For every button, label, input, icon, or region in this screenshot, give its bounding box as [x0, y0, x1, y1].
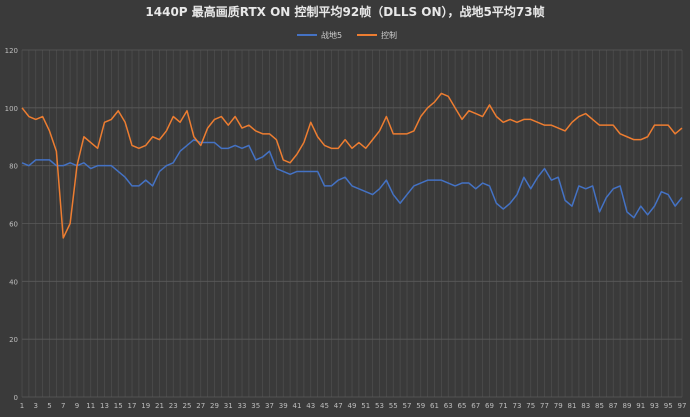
- x-tick-label: 33: [238, 402, 247, 410]
- chart-title: 1440P 最高画质RTX ON 控制平均92帧（DLLS ON），战地5平均7…: [145, 4, 544, 19]
- x-tick-label: 11: [86, 402, 95, 410]
- x-tick-label: 39: [279, 402, 288, 410]
- x-tick-label: 21: [155, 402, 164, 410]
- series-line-战地5: [21, 138, 683, 219]
- x-tick-label: 19: [141, 402, 150, 410]
- x-tick-label: 1: [20, 402, 24, 410]
- legend: 战地5 控制: [297, 30, 397, 40]
- x-tick-label: 29: [210, 402, 219, 410]
- y-tick-label: 80: [9, 163, 18, 171]
- x-tick-label: 65: [458, 402, 467, 410]
- x-tick-label: 23: [169, 402, 178, 410]
- x-tick-label: 49: [348, 402, 357, 410]
- legend-item: 控制: [357, 30, 397, 40]
- x-tick-label: 73: [513, 402, 522, 410]
- x-tick-label: 83: [581, 402, 590, 410]
- x-tick-label: 71: [499, 402, 508, 410]
- x-tick-label: 59: [416, 402, 425, 410]
- x-tick-label: 27: [196, 402, 205, 410]
- x-tick-label: 45: [320, 402, 329, 410]
- x-tick-label: 67: [471, 402, 480, 410]
- x-tick-label: 47: [334, 402, 343, 410]
- x-tick-label: 85: [595, 402, 604, 410]
- x-tick-label: 95: [664, 402, 673, 410]
- x-tick-label: 31: [224, 402, 233, 410]
- x-tick-label: 63: [444, 402, 453, 410]
- grid: [21, 49, 683, 398]
- x-tick-label: 79: [554, 402, 563, 410]
- legend-label: 战地5: [321, 30, 342, 40]
- y-axis: 0 20 40 60 80 100 120: [5, 47, 18, 402]
- y-tick-label: 0: [14, 394, 18, 402]
- x-tick-label: 69: [485, 402, 494, 410]
- x-tick-label: 97: [678, 402, 687, 410]
- x-tick-label: 57: [403, 402, 412, 410]
- y-tick-label: 40: [9, 278, 18, 286]
- y-tick-label: 120: [5, 47, 18, 55]
- x-tick-label: 87: [609, 402, 618, 410]
- x-tick-label: 89: [623, 402, 632, 410]
- series-line-控制: [21, 92, 683, 239]
- x-tick-label: 41: [293, 402, 302, 410]
- x-tick-label: 5: [47, 402, 51, 410]
- series-group: [21, 92, 683, 239]
- x-tick-label: 43: [306, 402, 315, 410]
- x-tick-label: 81: [568, 402, 577, 410]
- x-tick-label: 13: [100, 402, 109, 410]
- x-tick-label: 7: [61, 402, 65, 410]
- x-tick-label: 15: [114, 402, 123, 410]
- x-tick-label: 61: [430, 402, 439, 410]
- legend-label: 控制: [381, 30, 397, 40]
- x-tick-label: 91: [636, 402, 645, 410]
- x-tick-label: 77: [540, 402, 549, 410]
- x-tick-label: 37: [265, 402, 274, 410]
- x-tick-label: 55: [389, 402, 398, 410]
- x-tick-label: 51: [361, 402, 370, 410]
- x-tick-label: 9: [75, 402, 79, 410]
- x-tick-label: 93: [650, 402, 659, 410]
- y-tick-label: 100: [5, 105, 18, 113]
- x-tick-label: 25: [183, 402, 192, 410]
- legend-item: 战地5: [297, 30, 342, 40]
- x-tick-label: 17: [128, 402, 137, 410]
- x-tick-label: 3: [34, 402, 38, 410]
- x-axis: 1 3 5 7 9 11 13 15 17 19 21 23 25 27 29 31 33 35 37 39 41 43 4…: [20, 402, 687, 410]
- x-tick-label: 75: [526, 402, 535, 410]
- y-tick-label: 60: [9, 221, 18, 229]
- x-tick-label: 53: [375, 402, 384, 410]
- x-tick-label: 35: [251, 402, 260, 410]
- y-tick-label: 20: [9, 336, 18, 344]
